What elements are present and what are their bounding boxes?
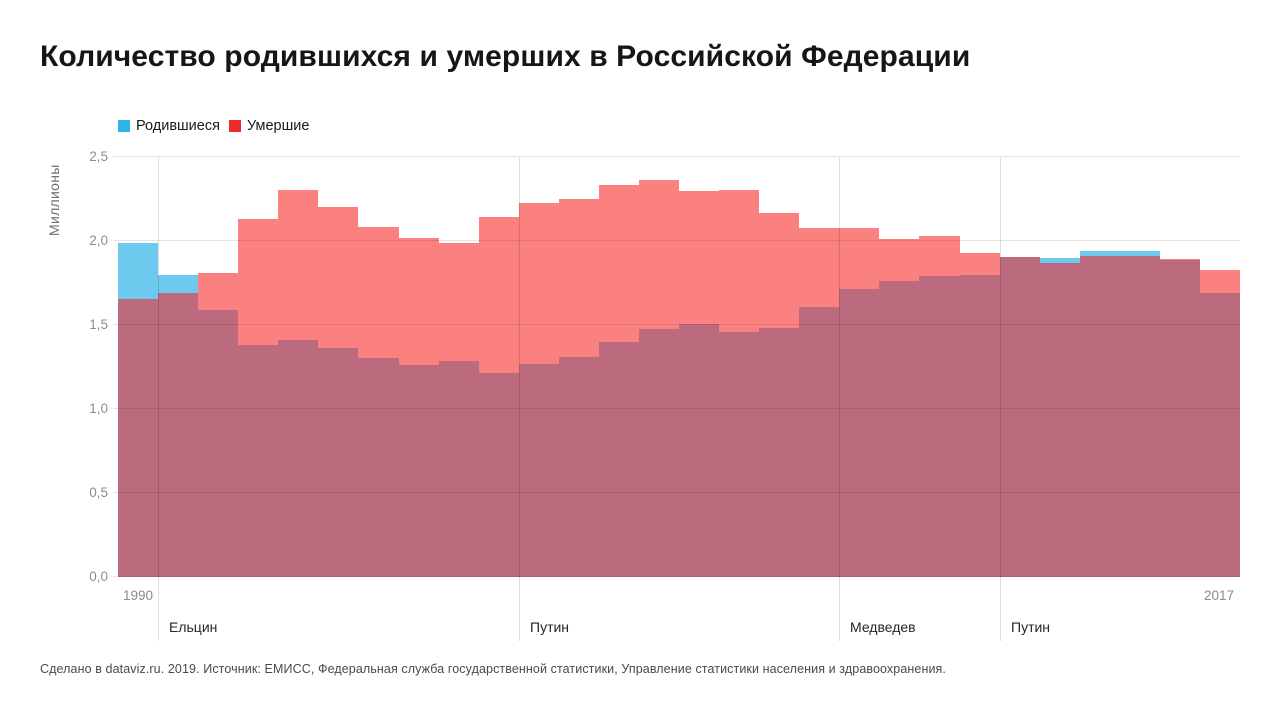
gridline-y-2,0 bbox=[113, 240, 1240, 241]
bar-deaths-1993[interactable] bbox=[238, 219, 278, 345]
bar-overlap-2010[interactable] bbox=[919, 276, 960, 577]
bar-deaths-1995[interactable] bbox=[318, 207, 358, 348]
legend-deaths-swatch-icon bbox=[228, 120, 241, 132]
bar-overlap-1996[interactable] bbox=[358, 358, 399, 577]
period-separator-2008 bbox=[839, 157, 840, 641]
bar-overlap-1990[interactable] bbox=[118, 299, 158, 577]
gridline-y-1,5 bbox=[113, 324, 1240, 325]
bar-births-2013[interactable] bbox=[1040, 258, 1080, 263]
bar-deaths-2009[interactable] bbox=[879, 239, 919, 281]
bar-deaths-1994[interactable] bbox=[278, 190, 318, 340]
bar-overlap-2008[interactable] bbox=[839, 289, 879, 577]
bar-births-2014[interactable] bbox=[1080, 251, 1120, 256]
bar-deaths-2002[interactable] bbox=[599, 185, 639, 342]
bar-deaths-2003[interactable] bbox=[639, 180, 679, 329]
bar-deaths-1997[interactable] bbox=[399, 238, 439, 365]
period-label-2012: Путин bbox=[1011, 619, 1051, 635]
y-tick-label-1,0: 1,0 bbox=[89, 401, 108, 416]
bar-deaths-2004[interactable] bbox=[679, 191, 719, 324]
y-axis-title: Миллионы bbox=[46, 164, 62, 236]
gridline-y-0,5 bbox=[113, 492, 1240, 493]
y-tick-label-1,5: 1,5 bbox=[89, 317, 108, 332]
bar-deaths-2017[interactable] bbox=[1200, 270, 1240, 293]
bar-overlap-1998[interactable] bbox=[439, 361, 479, 577]
bar-overlap-2014[interactable] bbox=[1080, 256, 1120, 577]
bar-deaths-1992[interactable] bbox=[198, 273, 238, 310]
bar-overlap-2004[interactable] bbox=[679, 324, 719, 577]
y-tick-label-2,0: 2,0 bbox=[89, 233, 108, 248]
bar-overlap-1995[interactable] bbox=[318, 348, 358, 577]
bar-deaths-2016[interactable] bbox=[1160, 259, 1200, 260]
bar-overlap-1991[interactable] bbox=[158, 293, 198, 577]
legend-births-label: Родившиеся bbox=[136, 118, 220, 134]
bar-overlap-1993[interactable] bbox=[238, 345, 278, 577]
bar-overlap-1992[interactable] bbox=[198, 310, 238, 577]
bar-deaths-2005[interactable] bbox=[719, 190, 759, 332]
period-label-1991: Ельцин bbox=[169, 619, 218, 635]
bar-deaths-2000[interactable] bbox=[519, 203, 559, 364]
y-tick-label-0,0: 0,0 bbox=[89, 569, 108, 584]
bar-deaths-1996[interactable] bbox=[358, 227, 399, 358]
bar-overlap-2000[interactable] bbox=[519, 364, 559, 577]
bar-overlap-2017[interactable] bbox=[1200, 293, 1240, 577]
gridline-y-2,5 bbox=[113, 156, 1240, 157]
period-separator-2012 bbox=[1000, 157, 1001, 641]
bar-births-2015[interactable] bbox=[1120, 251, 1160, 256]
bar-overlap-2015[interactable] bbox=[1120, 256, 1160, 577]
bar-deaths-2010[interactable] bbox=[919, 236, 960, 276]
bar-deaths-1999[interactable] bbox=[479, 217, 519, 373]
bar-deaths-2008[interactable] bbox=[839, 228, 879, 289]
period-separator-1991 bbox=[158, 157, 159, 641]
bar-overlap-2001[interactable] bbox=[559, 357, 599, 577]
y-tick-label-0,5: 0,5 bbox=[89, 485, 108, 500]
gridline-y-1,0 bbox=[113, 408, 1240, 409]
bar-overlap-2013[interactable] bbox=[1040, 263, 1080, 577]
bar-overlap-1999[interactable] bbox=[479, 373, 519, 577]
bar-overlap-2016[interactable] bbox=[1160, 260, 1200, 577]
bar-overlap-2009[interactable] bbox=[879, 281, 919, 577]
bar-overlap-2003[interactable] bbox=[639, 329, 679, 577]
bar-deaths-1998[interactable] bbox=[439, 243, 479, 361]
legend: Родившиеся Умершие bbox=[118, 118, 309, 134]
gridline-y-0,0 bbox=[113, 576, 1240, 577]
chart-title: Количество родившихся и умерших в Россий… bbox=[40, 40, 971, 73]
bar-deaths-2001[interactable] bbox=[559, 199, 599, 357]
bar-overlap-2002[interactable] bbox=[599, 342, 639, 577]
period-separator-2000 bbox=[519, 157, 520, 641]
legend-deaths-label: Умершие bbox=[246, 118, 310, 134]
bar-births-1991[interactable] bbox=[158, 275, 198, 293]
bar-overlap-2006[interactable] bbox=[759, 328, 799, 577]
bar-deaths-2006[interactable] bbox=[759, 213, 799, 328]
bar-deaths-2007[interactable] bbox=[799, 228, 839, 307]
bar-overlap-2005[interactable] bbox=[719, 332, 759, 577]
period-label-2000: Путин bbox=[530, 619, 570, 635]
period-label-2008: Медведев bbox=[850, 619, 916, 635]
bar-deaths-2011[interactable] bbox=[960, 253, 1000, 275]
bar-overlap-1994[interactable] bbox=[278, 340, 318, 577]
y-tick-label-2,5: 2,5 bbox=[89, 149, 108, 164]
bar-births-1990[interactable] bbox=[118, 243, 158, 299]
footer-credit: Сделано в dataviz.ru. 2019. Источник: ЕМ… bbox=[40, 662, 946, 676]
chart-plot bbox=[113, 156, 1240, 577]
x-axis-start-label: 1990 bbox=[122, 588, 154, 603]
bar-overlap-2012[interactable] bbox=[1000, 257, 1040, 577]
x-axis-end-label: 2017 bbox=[1203, 588, 1235, 603]
bar-overlap-2011[interactable] bbox=[960, 275, 1000, 577]
bar-overlap-2007[interactable] bbox=[799, 307, 839, 577]
legend-births-swatch-icon bbox=[118, 120, 130, 132]
bar-overlap-1997[interactable] bbox=[399, 365, 439, 577]
